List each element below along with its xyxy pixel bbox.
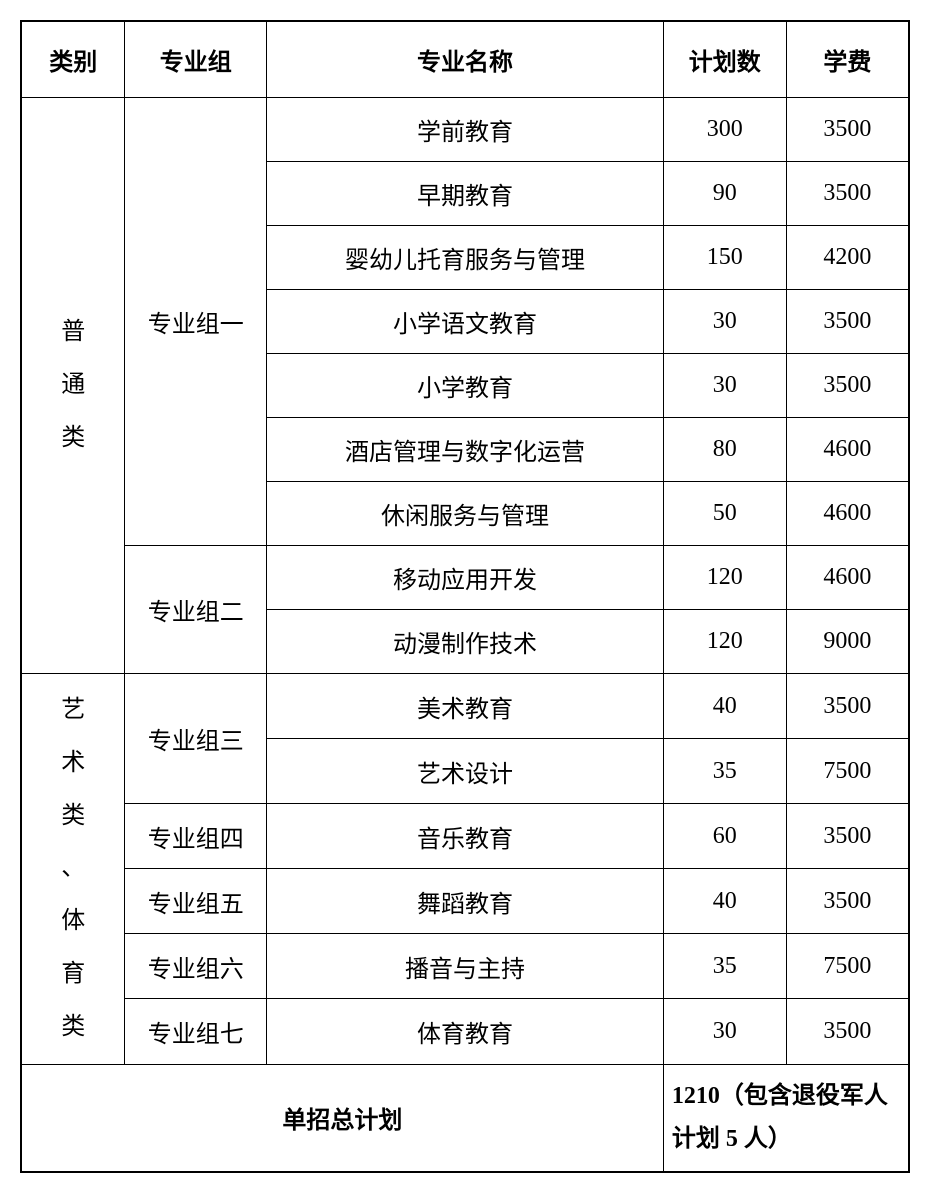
plan-count: 35 [663, 739, 786, 804]
table-row: 专业组六 播音与主持 35 7500 [21, 934, 909, 999]
table-row: 艺术类、体育类 专业组三 美术教育 40 3500 [21, 674, 909, 739]
tuition-fee: 3500 [786, 999, 909, 1064]
plan-count: 60 [663, 804, 786, 869]
table-footer-row: 单招总计划 1210（包含退役军人计划 5 人） [21, 1064, 909, 1172]
major-name: 艺术设计 [267, 739, 664, 804]
plan-count: 80 [663, 418, 786, 482]
plan-count: 50 [663, 482, 786, 546]
table-row: 专业组七 体育教育 30 3500 [21, 999, 909, 1064]
header-plan: 计划数 [663, 21, 786, 98]
tuition-fee: 7500 [786, 739, 909, 804]
major-name: 酒店管理与数字化运营 [267, 418, 664, 482]
group-7: 专业组七 [125, 999, 267, 1064]
tuition-fee: 4600 [786, 546, 909, 610]
category-art-sports: 艺术类、体育类 [21, 674, 125, 1065]
table-row: 专业组五 舞蹈教育 40 3500 [21, 869, 909, 934]
major-name: 体育教育 [267, 999, 664, 1064]
group-1: 专业组一 [125, 98, 267, 546]
header-category: 类别 [21, 21, 125, 98]
major-name: 音乐教育 [267, 804, 664, 869]
tuition-fee: 4600 [786, 482, 909, 546]
group-2: 专业组二 [125, 546, 267, 674]
major-name: 学前教育 [267, 98, 664, 162]
group-5: 专业组五 [125, 869, 267, 934]
plan-count: 300 [663, 98, 786, 162]
tuition-fee: 3500 [786, 162, 909, 226]
plan-count: 35 [663, 934, 786, 999]
tuition-fee: 3500 [786, 98, 909, 162]
group-3: 专业组三 [125, 674, 267, 804]
table-row: 专业组四 音乐教育 60 3500 [21, 804, 909, 869]
plan-count: 30 [663, 999, 786, 1064]
tuition-fee: 3500 [786, 354, 909, 418]
table-row: 专业组二 移动应用开发 120 4600 [21, 546, 909, 610]
tuition-fee: 3500 [786, 869, 909, 934]
major-name: 美术教育 [267, 674, 664, 739]
plan-count: 90 [663, 162, 786, 226]
major-name: 早期教育 [267, 162, 664, 226]
major-name: 小学教育 [267, 354, 664, 418]
plan-count: 120 [663, 546, 786, 610]
tuition-fee: 4600 [786, 418, 909, 482]
plan-count: 30 [663, 354, 786, 418]
major-name: 舞蹈教育 [267, 869, 664, 934]
major-name: 婴幼儿托育服务与管理 [267, 226, 664, 290]
tuition-fee: 7500 [786, 934, 909, 999]
total-plan-label: 单招总计划 [21, 1064, 663, 1172]
tuition-fee: 3500 [786, 290, 909, 354]
major-name: 播音与主持 [267, 934, 664, 999]
plan-count: 120 [663, 610, 786, 674]
total-plan-value: 1210（包含退役军人计划 5 人） [663, 1064, 909, 1172]
plan-count: 30 [663, 290, 786, 354]
major-name: 移动应用开发 [267, 546, 664, 610]
tuition-fee: 3500 [786, 674, 909, 739]
plan-count: 40 [663, 869, 786, 934]
table-row: 普通类 专业组一 学前教育 300 3500 [21, 98, 909, 162]
major-name: 动漫制作技术 [267, 610, 664, 674]
plan-count: 40 [663, 674, 786, 739]
group-6: 专业组六 [125, 934, 267, 999]
tuition-fee: 9000 [786, 610, 909, 674]
table-header-row: 类别 专业组 专业名称 计划数 学费 [21, 21, 909, 98]
header-fee: 学费 [786, 21, 909, 98]
enrollment-plan-table: 类别 专业组 专业名称 计划数 学费 普通类 专业组一 学前教育 300 350… [20, 20, 910, 1173]
group-4: 专业组四 [125, 804, 267, 869]
header-major: 专业名称 [267, 21, 664, 98]
major-name: 小学语文教育 [267, 290, 664, 354]
category-general: 普通类 [21, 98, 125, 674]
tuition-fee: 3500 [786, 804, 909, 869]
tuition-fee: 4200 [786, 226, 909, 290]
header-group: 专业组 [125, 21, 267, 98]
major-name: 休闲服务与管理 [267, 482, 664, 546]
plan-count: 150 [663, 226, 786, 290]
